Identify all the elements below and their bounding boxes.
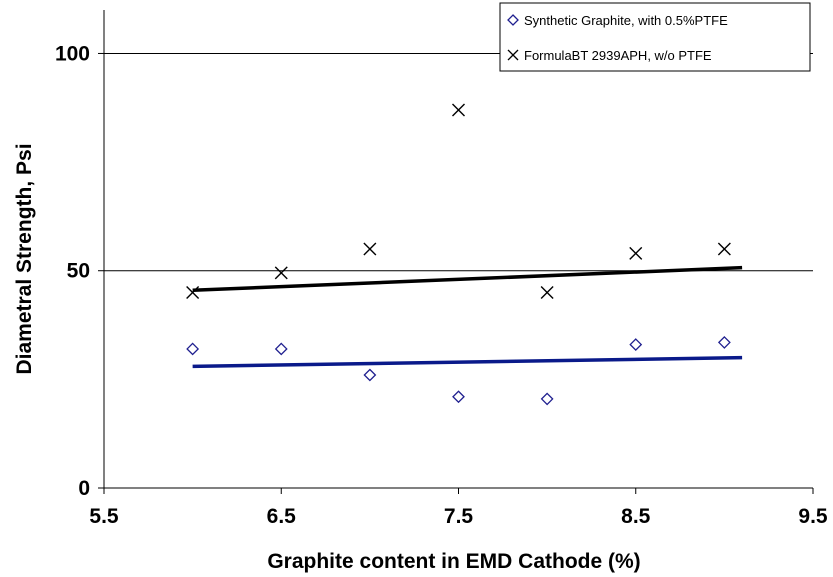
diamond-point bbox=[540, 392, 554, 406]
x-tick-label: 5.5 bbox=[89, 505, 119, 528]
y-tick-label: 50 bbox=[67, 260, 90, 283]
x-tick-label: 6.5 bbox=[267, 505, 297, 528]
x-tick-label: 9.5 bbox=[798, 505, 828, 528]
trendlines bbox=[192, 265, 743, 369]
trendline-synthetic-graphite bbox=[192, 355, 743, 369]
diamond-point bbox=[186, 342, 200, 356]
x-point bbox=[629, 246, 643, 260]
diamond-point bbox=[629, 338, 643, 352]
legend: Synthetic Graphite, with 0.5%PTFE Formul… bbox=[499, 2, 811, 72]
diamond-point bbox=[274, 342, 288, 356]
diamond-point bbox=[717, 336, 731, 349]
y-tick-label: 0 bbox=[78, 477, 90, 500]
legend-box bbox=[499, 2, 811, 72]
x-point bbox=[717, 242, 731, 256]
legend-label: Synthetic Graphite, with 0.5%PTFE bbox=[524, 13, 728, 28]
gridlines bbox=[104, 52, 813, 272]
data-points bbox=[186, 103, 731, 406]
diamond-point bbox=[363, 368, 377, 382]
axes bbox=[103, 10, 813, 489]
x-axis-ticks: 5.5 6.5 7.5 8.5 9.5 bbox=[89, 488, 828, 528]
legend-item-synthetic-graphite: Synthetic Graphite, with 0.5%PTFE bbox=[507, 13, 728, 28]
trendline-formulabt bbox=[192, 265, 743, 293]
legend-item-formulabt: FormulaBT 2939APH, w/o PTFE bbox=[507, 48, 712, 63]
x-point bbox=[363, 242, 377, 256]
x-point bbox=[452, 103, 465, 117]
diamond-point bbox=[452, 390, 465, 404]
diamond-marker-icon bbox=[507, 14, 519, 26]
y-tick-label: 100 bbox=[55, 42, 90, 65]
x-tick-label: 7.5 bbox=[444, 505, 474, 528]
x-point bbox=[540, 285, 554, 299]
y-axis-title: Diametral Strength, Psi bbox=[13, 143, 36, 374]
x-axis-title: Graphite content in EMD Cathode (%) bbox=[267, 550, 640, 573]
legend-label: FormulaBT 2939APH, w/o PTFE bbox=[524, 48, 712, 63]
x-tick-label: 8.5 bbox=[621, 505, 651, 528]
y-axis-ticks: 0 50 100 bbox=[55, 42, 104, 500]
x-point bbox=[186, 285, 200, 299]
x-point bbox=[274, 266, 288, 280]
x-marker-icon bbox=[507, 49, 519, 61]
